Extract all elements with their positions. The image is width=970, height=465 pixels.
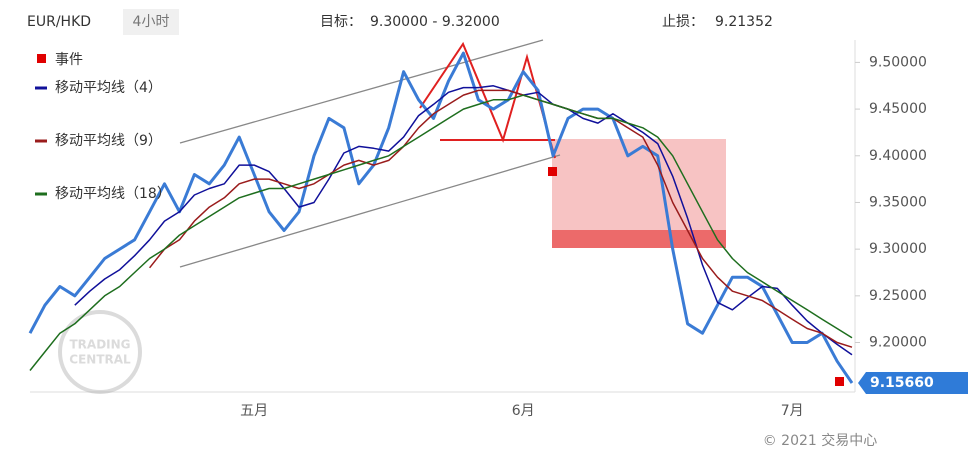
stop-label: 止损：: [662, 14, 704, 30]
last-price-label: 9.15660: [870, 375, 934, 391]
ma-line: [149, 89, 853, 348]
y-tick-label: 9.50000: [869, 54, 927, 70]
last-price-pointer: [858, 372, 968, 395]
ma-line: [74, 85, 853, 356]
pattern: [419, 41, 556, 159]
channel-line: [179, 154, 561, 268]
legend-label: 移动平均线（18）: [55, 186, 171, 202]
y-tick-label: 9.40000: [869, 148, 927, 164]
symbol: EUR/HKD: [27, 14, 91, 30]
x-tick-label: 五月: [240, 403, 268, 419]
legend-label: 事件: [55, 52, 83, 68]
y-tick-label: 9.30000: [869, 241, 927, 257]
watermark-text: CENTRAL: [69, 353, 131, 367]
x-tick-label: 6月: [512, 403, 535, 419]
watermark-text: TRADING: [69, 338, 130, 352]
ma-line: [29, 94, 853, 371]
interval[interactable]: 4小时: [133, 14, 170, 30]
target-zone: [552, 139, 726, 248]
event-marker[interactable]: [548, 167, 557, 176]
stop-text: 9.21352: [715, 14, 773, 30]
y-tick-label: 9.20000: [869, 335, 927, 351]
y-tick-label: 9.25000: [869, 288, 927, 304]
copyright: © 2021 交易中心: [763, 432, 878, 449]
x-tick-label: 7月: [781, 403, 804, 419]
watermark: TRADING CENTRAL: [58, 310, 142, 394]
legend-label: 移动平均线（9）: [55, 133, 162, 149]
target-band: [552, 230, 726, 248]
channel-line: [179, 39, 544, 144]
event-marker[interactable]: [835, 377, 844, 386]
interval-box[interactable]: [123, 9, 179, 35]
target-label: 目标：: [320, 14, 362, 30]
y-tick-label: 9.45000: [869, 101, 927, 117]
y-tick-label: 9.35000: [869, 194, 927, 210]
price-line: [28, 51, 854, 384]
target-text: 9.30000 - 9.32000: [370, 14, 500, 30]
legend-label: 移动平均线（4）: [55, 80, 162, 96]
plot: [28, 51, 854, 384]
legend-swatch: [37, 54, 46, 63]
